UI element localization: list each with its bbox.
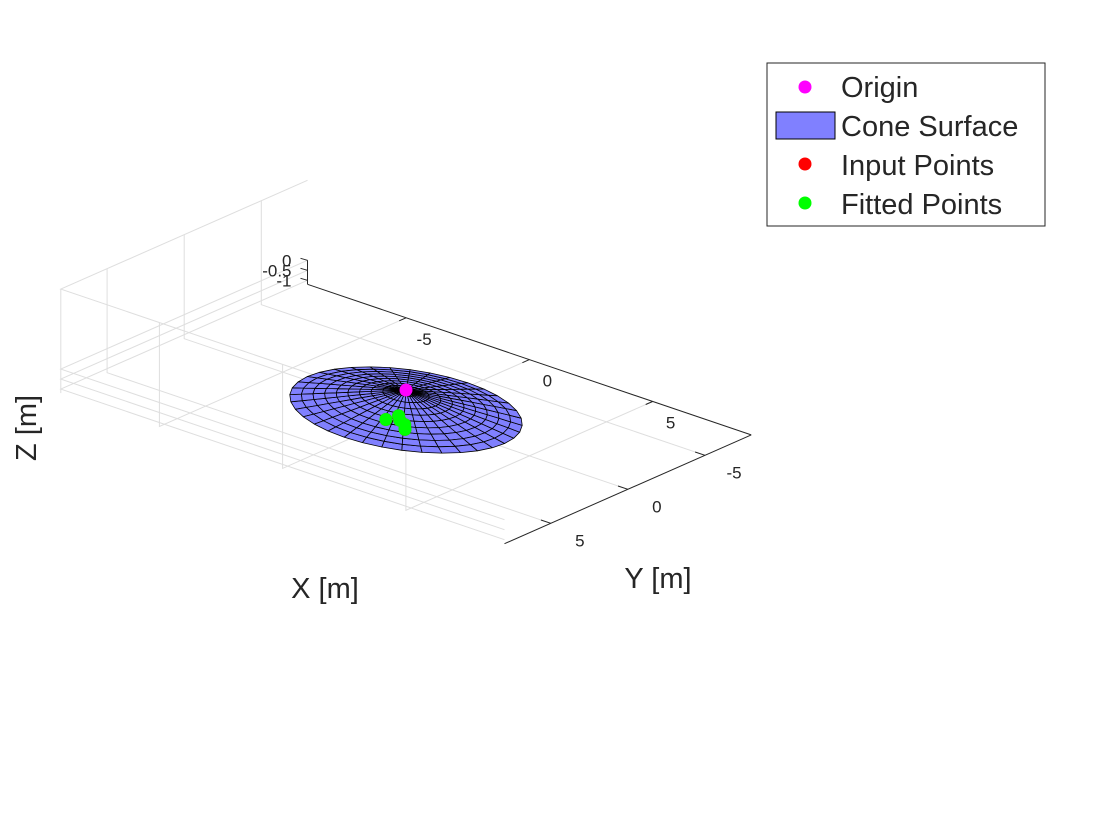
axes-grid bbox=[59, 179, 706, 541]
y-tick-label: 0 bbox=[652, 497, 661, 516]
cone-surface-patch bbox=[324, 392, 338, 399]
legend: Origin Cone Surface Input Points Fitted … bbox=[766, 62, 1046, 227]
y-axis-label: Y [m] bbox=[624, 563, 691, 595]
fitted-points-marker bbox=[398, 422, 412, 436]
z-tick-0 bbox=[300, 277, 308, 281]
z-tick-1 bbox=[300, 267, 308, 271]
x-tick-label: 0 bbox=[543, 372, 552, 391]
cone-surface bbox=[289, 366, 523, 454]
z-tick-label: -0.5 bbox=[262, 261, 291, 280]
grid-line-x-0 bbox=[158, 317, 407, 428]
legend-box bbox=[766, 62, 1046, 227]
z-tick-2 bbox=[300, 257, 308, 261]
legend-marker-fitted-points bbox=[798, 196, 812, 210]
y-tick-0 bbox=[694, 451, 706, 456]
legend-marker-input-points bbox=[798, 157, 812, 171]
axes-lines bbox=[300, 257, 752, 545]
legend-swatch-cone-surface bbox=[775, 111, 836, 140]
grid-line-y-0 bbox=[260, 200, 706, 456]
fitted-points-marker bbox=[379, 413, 393, 426]
legend-label-cone-surface: Cone Surface bbox=[841, 111, 1018, 143]
cone-surface-patch bbox=[335, 388, 350, 394]
x-tick-label: -5 bbox=[417, 330, 432, 349]
cone-surface-patch bbox=[300, 393, 315, 402]
grid-line-y-2 bbox=[106, 268, 551, 524]
z-axis-label: Z [m] bbox=[11, 395, 43, 461]
cone-surface-patch bbox=[289, 393, 303, 403]
x-tick-0 bbox=[399, 317, 407, 322]
z-tick-label: -1 bbox=[276, 271, 291, 290]
data-markers bbox=[379, 383, 413, 436]
y-tick-1 bbox=[617, 485, 629, 490]
cone-surface-patch bbox=[505, 408, 522, 419]
z-tick-label: 0 bbox=[282, 251, 291, 270]
x-tick-2 bbox=[645, 401, 653, 405]
cone-surface-patch bbox=[324, 388, 339, 394]
legend-marker-origin bbox=[798, 80, 812, 94]
y-tick-label: 5 bbox=[575, 531, 584, 550]
x-tick-1 bbox=[522, 359, 530, 364]
fitted-points-marker bbox=[392, 409, 406, 423]
legend-label-origin: Origin bbox=[841, 72, 918, 104]
x-tick-label: 5 bbox=[666, 414, 675, 433]
tick-labels: -505-505-1-0.50 bbox=[262, 251, 741, 550]
x-axis-label: X [m] bbox=[291, 573, 359, 605]
y-tick-2 bbox=[540, 519, 551, 524]
origin-marker bbox=[399, 383, 413, 397]
legend-label-fitted-points: Fitted Points bbox=[841, 189, 1002, 221]
y-tick-label: -5 bbox=[726, 463, 741, 482]
legend-label-input-points: Input Points bbox=[841, 150, 994, 182]
cone-surface-patch bbox=[312, 392, 326, 400]
